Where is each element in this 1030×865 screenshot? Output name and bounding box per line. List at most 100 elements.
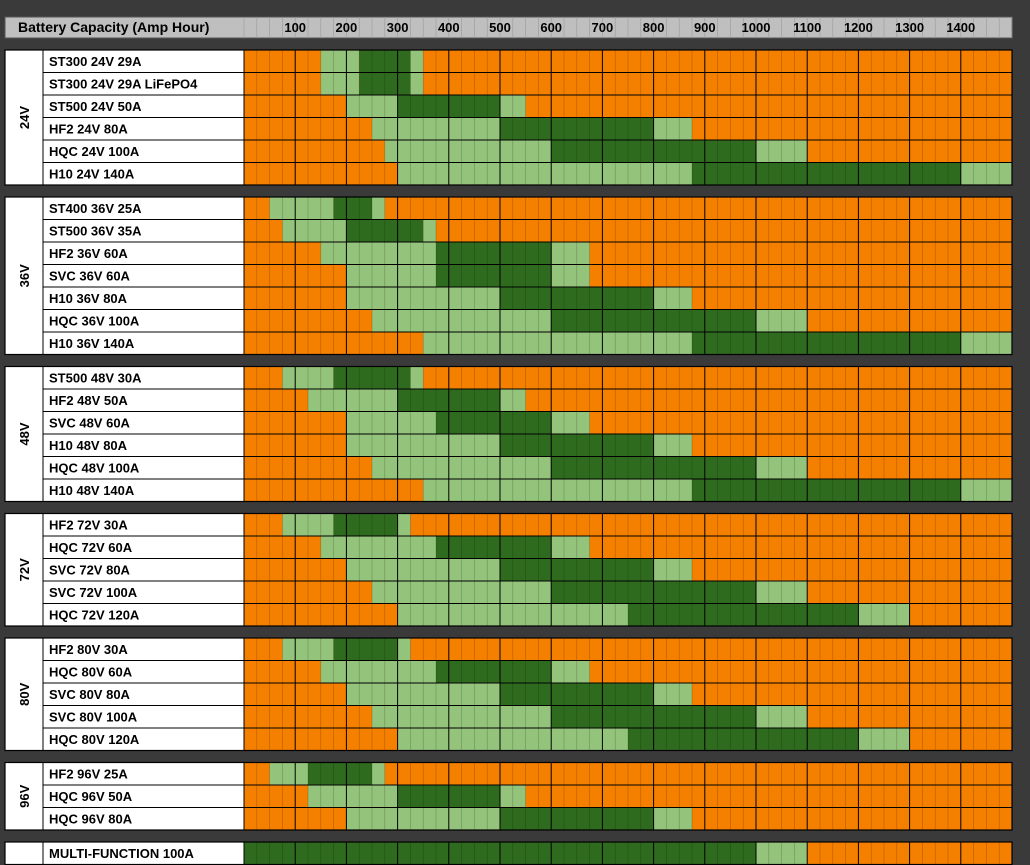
- row-label: SVC 72V 80A: [49, 563, 131, 578]
- x-tick-label: 1300: [895, 20, 924, 35]
- acceptable-range: [756, 456, 808, 479]
- acceptable-range: [653, 287, 692, 310]
- row-label: ST500 24V 50A: [49, 99, 142, 114]
- acceptable-range: [653, 434, 692, 457]
- unsuitable-range: [244, 638, 1012, 661]
- acceptable-range: [346, 411, 436, 434]
- unsuitable-range: [244, 197, 1012, 220]
- acceptable-range: [320, 242, 436, 265]
- acceptable-range: [346, 807, 500, 830]
- acceptable-range: [372, 456, 552, 479]
- acceptable-range: [423, 219, 436, 242]
- chart-title: Battery Capacity (Amp Hour): [18, 19, 209, 35]
- acceptable-range: [372, 705, 552, 728]
- row-label: SVC 72V 100A: [49, 585, 138, 600]
- optimal-range: [346, 219, 424, 242]
- acceptable-range: [756, 842, 808, 865]
- acceptable-range: [410, 72, 424, 95]
- acceptable-range: [308, 389, 398, 412]
- row-label: HF2 96V 25A: [49, 767, 128, 782]
- group-border: [4, 761, 1013, 831]
- row-label: HF2 48V 50A: [49, 393, 128, 408]
- acceptable-range: [960, 162, 1012, 185]
- row-label: HQC 72V 60A: [49, 540, 133, 555]
- x-tick-label: 1200: [844, 20, 873, 35]
- acceptable-range: [960, 332, 1012, 355]
- optimal-range: [436, 242, 552, 265]
- row-label: HQC 36V 100A: [49, 314, 140, 329]
- optimal-range: [436, 536, 552, 559]
- acceptable-range: [384, 140, 552, 163]
- row-label: H10 36V 140A: [49, 336, 135, 351]
- acceptable-range: [346, 287, 500, 310]
- row-label: SVC 36V 60A: [49, 269, 131, 284]
- acceptable-range: [653, 117, 692, 140]
- x-tick-label: 600: [540, 20, 562, 35]
- acceptable-range: [372, 117, 500, 140]
- row-label: ST300 24V 29A: [49, 54, 142, 69]
- x-tick-label: 900: [694, 20, 716, 35]
- voltage-label: 36V: [17, 264, 32, 287]
- unsuitable-range: [244, 513, 1012, 536]
- row-label: ST300 24V 29A LiFePO4: [49, 77, 198, 92]
- x-tick-label: 100: [284, 20, 306, 35]
- row-label: H10 24V 140A: [49, 167, 135, 182]
- voltage-label: 24V: [17, 106, 32, 129]
- row-label: MULTI-FUNCTION 100A: [49, 846, 195, 861]
- voltage-label: 72V: [17, 558, 32, 581]
- x-tick-label: 1400: [946, 20, 975, 35]
- row-label: HQC 96V 50A: [49, 789, 133, 804]
- acceptable-range: [551, 536, 590, 559]
- voltage-label: 48V: [17, 422, 32, 445]
- voltage-cell: [4, 841, 44, 865]
- optimal-range: [692, 332, 961, 355]
- acceptable-range: [410, 50, 424, 73]
- row-label: HQC 48V 100A: [49, 461, 140, 476]
- x-tick-label: 500: [489, 20, 511, 35]
- voltage-cell: [4, 513, 44, 627]
- row-label: HQC 80V 120A: [49, 732, 140, 747]
- acceptable-range: [500, 785, 526, 808]
- group-border: [4, 512, 1013, 627]
- row-label: HQC 72V 120A: [49, 608, 140, 623]
- group-border: [4, 365, 1013, 503]
- unsuitable-range: [244, 762, 1012, 785]
- optimal-range: [500, 683, 654, 706]
- acceptable-range: [372, 197, 385, 220]
- group-border: [4, 637, 1013, 752]
- row-label: HF2 80V 30A: [49, 642, 128, 657]
- acceptable-range: [551, 264, 590, 287]
- x-tick-label: 1100: [793, 20, 821, 35]
- acceptable-range: [320, 536, 436, 559]
- row-label: ST500 36V 35A: [49, 224, 142, 239]
- row-label: SVC 80V 80A: [49, 687, 131, 702]
- unsuitable-range: [244, 50, 1012, 73]
- group-border: [4, 196, 1013, 356]
- acceptable-range: [372, 581, 552, 604]
- acceptable-range: [551, 660, 590, 683]
- row-label: ST400 36V 25A: [49, 201, 142, 216]
- row-label: ST500 48V 30A: [49, 371, 142, 386]
- row-label: SVC 48V 60A: [49, 416, 131, 431]
- voltage-label: 96V: [17, 784, 32, 807]
- acceptable-range: [410, 366, 424, 389]
- row-label: HQC 24V 100A: [49, 144, 140, 159]
- group-border: [4, 49, 1013, 186]
- row-label: SVC 80V 100A: [49, 710, 138, 725]
- optimal-range: [500, 558, 654, 581]
- acceptable-range: [320, 660, 436, 683]
- row-label: HQC 96V 80A: [49, 812, 133, 827]
- acceptable-range: [756, 309, 808, 332]
- acceptable-range: [346, 558, 500, 581]
- optimal-range: [436, 264, 552, 287]
- acceptable-range: [756, 140, 808, 163]
- acceptable-range: [397, 603, 628, 626]
- x-tick-label: 300: [387, 20, 409, 35]
- optimal-range: [333, 513, 398, 536]
- optimal-range: [333, 197, 372, 220]
- unsuitable-range: [244, 72, 1012, 95]
- acceptable-range: [500, 95, 526, 118]
- acceptable-range: [756, 581, 808, 604]
- optimal-range: [500, 117, 654, 140]
